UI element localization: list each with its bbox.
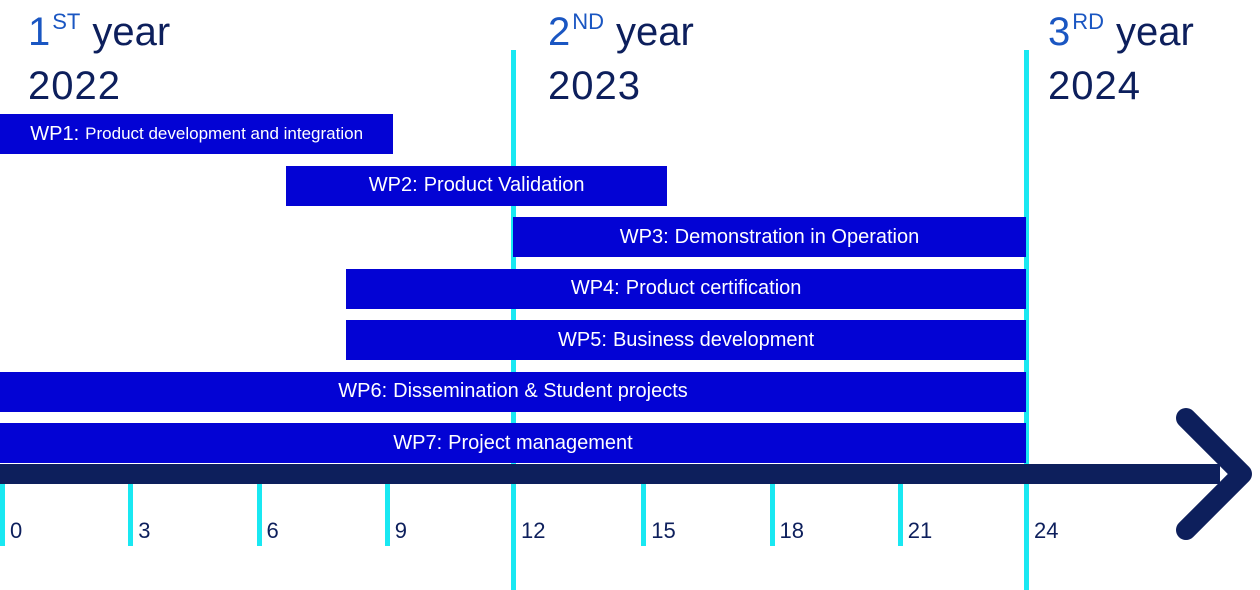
task-id: WP6:: [338, 380, 388, 402]
x-tick-15: [641, 484, 647, 546]
task-id: WP1:: [30, 122, 80, 145]
year-2-ordinal: 2: [548, 10, 571, 54]
x-tick-18: [769, 484, 775, 546]
x-tick-label-12: 12: [521, 518, 546, 543]
task-name: Product Validation: [423, 174, 585, 196]
x-tick-9: [384, 484, 390, 546]
task-id: WP4:: [570, 277, 620, 299]
x-tick-label-3: 3: [138, 518, 151, 543]
year-1-label: 2022: [28, 64, 121, 108]
year-2-header: 2ND year 2023: [548, 0, 694, 108]
year-1-word: year: [92, 10, 171, 54]
x-tick-0: [0, 484, 5, 546]
year-3-ordinal: 3: [1048, 10, 1071, 54]
x-tick-3: [128, 484, 134, 546]
task-bar-wp6: WP6: Dissemination & Student projects: [0, 371, 1026, 412]
year-2-ordinal-suffix: ND: [572, 9, 605, 34]
year-1-header: 1ST year 2022: [28, 0, 170, 108]
task-id: WP5:: [558, 328, 607, 351]
year-3-header: 3RD year 2024: [1048, 0, 1194, 108]
task-bar-wp1: WP1: Product development and integration: [0, 114, 394, 154]
task-name: Product certification: [625, 277, 802, 299]
x-tick-21: [897, 484, 903, 546]
task-id: WP2:: [368, 174, 418, 196]
year-2-label: 2023: [548, 64, 641, 108]
x-tick-6: [256, 484, 262, 546]
x-tick-label-24: 24: [1034, 518, 1059, 543]
x-tick-label-15: 15: [651, 518, 676, 543]
year-1-ordinal: 1: [28, 10, 51, 54]
x-tick-label-9: 9: [394, 518, 407, 543]
task-name: Product development and integration: [85, 124, 364, 143]
year-3-label: 2024: [1048, 64, 1141, 108]
task-name: Project management: [448, 431, 633, 454]
x-tick-label-18: 18: [779, 518, 804, 543]
task-bar-wp2: WP2: Product Validation: [286, 165, 667, 206]
task-id: WP7:: [393, 431, 443, 454]
task-name: Dissemination & Student projects: [393, 380, 688, 402]
task-bar-wp7: WP7: Project management: [0, 423, 1026, 463]
x-tick-label-0: 0: [10, 518, 23, 543]
x-tick-label-6: 6: [266, 518, 279, 543]
year-2-word: year: [616, 10, 694, 54]
task-id: WP3:: [619, 225, 669, 248]
task-bar-wp5: WP5: Business development: [346, 320, 1026, 360]
task-name: Business development: [612, 328, 815, 351]
task-bar-wp3: WP3: Demonstration in Operation: [513, 217, 1026, 257]
task-bar-wp4: WP4: Product certification: [346, 268, 1026, 309]
timeline-arrowhead: [1176, 408, 1252, 540]
x-tick-label-21: 21: [907, 518, 933, 543]
year-3-ordinal-suffix: RD: [1072, 9, 1105, 34]
task-name: Demonstration in Operation: [674, 225, 920, 248]
year-1-ordinal-suffix: ST: [52, 9, 81, 34]
year-3-word: year: [1116, 10, 1194, 54]
year-divider-24: [1024, 50, 1029, 590]
